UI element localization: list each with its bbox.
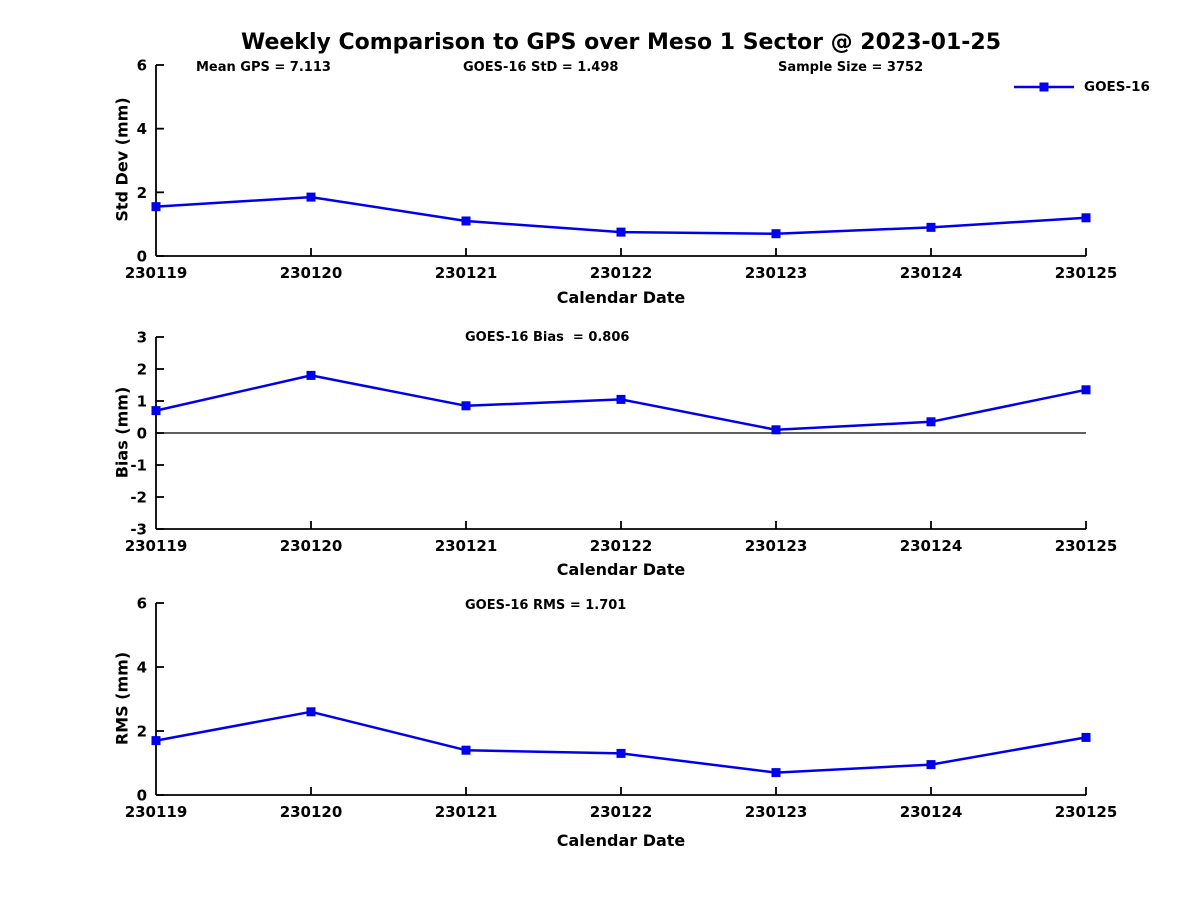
x-tick-label: 230123 — [745, 803, 808, 821]
data-point-marker — [1081, 385, 1091, 395]
x-tick-label: 230122 — [590, 537, 653, 555]
x-tick-label: 230124 — [900, 803, 963, 821]
data-point-marker — [1081, 213, 1091, 223]
data-point-marker — [151, 406, 161, 416]
chart-title: Weekly Comparison to GPS over Meso 1 Sec… — [240, 30, 1002, 55]
y-tick-label: -2 — [130, 489, 147, 507]
y-tick-label: 6 — [137, 595, 147, 613]
x-tick-label: 230122 — [590, 264, 653, 282]
x-tick-label: 230119 — [125, 803, 188, 821]
legend: GOES-16 — [1012, 78, 1150, 96]
x-axis-label-bottom: Calendar Date — [556, 831, 686, 850]
data-point-marker — [461, 401, 471, 411]
data-point-marker — [926, 760, 936, 770]
series-line — [155, 710, 1087, 774]
data-point-marker — [306, 707, 316, 717]
legend-line-marker-icon — [1014, 82, 1074, 92]
legend-label: GOES-16 — [1084, 79, 1150, 95]
y-tick-label: 0 — [137, 425, 147, 443]
data-point-marker — [461, 745, 471, 755]
x-tick-label: 230121 — [435, 803, 498, 821]
data-point-marker — [926, 417, 936, 427]
y-tick-label: 4 — [137, 659, 147, 677]
y-tick-label: -3 — [130, 521, 147, 539]
y-tick-label: 0 — [137, 787, 147, 805]
x-tick-label: 230121 — [435, 264, 498, 282]
annotation-sample-size: Sample Size = 3752 — [778, 60, 924, 75]
y-tick-label: 3 — [137, 329, 147, 347]
x-tick-label: 230120 — [280, 537, 343, 555]
data-point-marker — [461, 216, 471, 226]
y-tick-label: 2 — [137, 723, 147, 741]
x-tick-label: 230125 — [1055, 264, 1118, 282]
y-tick-label: 6 — [137, 57, 147, 75]
x-tick-label: 230119 — [125, 537, 188, 555]
x-tick-label: 230124 — [900, 537, 963, 555]
data-point-marker — [616, 394, 626, 404]
x-tick-label: 230121 — [435, 537, 498, 555]
x-tick-label: 230123 — [745, 264, 808, 282]
data-point-marker — [306, 192, 316, 202]
data-point-marker — [151, 736, 161, 746]
y-tick-label: 4 — [137, 120, 147, 138]
x-tick-label: 230125 — [1055, 537, 1118, 555]
data-point-marker — [616, 227, 626, 237]
subplot-bias: -3 -2 -1 0 1 2 3 230119 230120 230121 230122 230123… — [125, 329, 1118, 556]
x-tick-label: 230120 — [280, 264, 343, 282]
data-point-marker — [926, 222, 936, 232]
annotation-goes16-std: GOES-16 StD = 1.498 — [463, 60, 619, 75]
subplot-std: 0 2 4 6 230119 230120 230121 230122 230123 230124… — [125, 57, 1118, 283]
legend-square-marker-icon — [1039, 82, 1049, 92]
annotation-mean-gps: Mean GPS = 7.113 — [196, 60, 331, 75]
x-axis-label-top: Calendar Date — [556, 288, 686, 307]
annotation-goes16-bias: GOES-16 Bias = 0.806 — [465, 330, 630, 345]
data-point-marker — [1081, 732, 1091, 742]
data-point-marker — [151, 202, 161, 212]
y-tick-label: -1 — [130, 457, 147, 475]
x-tick-label: 230125 — [1055, 803, 1118, 821]
data-point-marker — [771, 425, 781, 435]
data-point-marker — [771, 768, 781, 778]
annotation-goes16-rms: GOES-16 RMS = 1.701 — [465, 598, 627, 613]
data-point-marker — [616, 748, 626, 758]
x-tick-label: 230120 — [280, 803, 343, 821]
x-tick-label: 230119 — [125, 264, 188, 282]
x-tick-label: 230122 — [590, 803, 653, 821]
data-point-marker — [306, 370, 316, 380]
y-tick-label: 2 — [137, 361, 147, 379]
y-tick-label: 2 — [137, 184, 147, 202]
x-tick-label: 230123 — [745, 537, 808, 555]
y-tick-label: 0 — [137, 248, 147, 266]
data-point-marker — [771, 229, 781, 239]
x-axis-label-middle: Calendar Date — [556, 560, 686, 579]
x-tick-label: 230124 — [900, 264, 963, 282]
subplot-rms: 0 2 4 6 230119 230120 230121 230122 230123 230124… — [125, 595, 1118, 822]
y-tick-label: 1 — [137, 393, 147, 411]
